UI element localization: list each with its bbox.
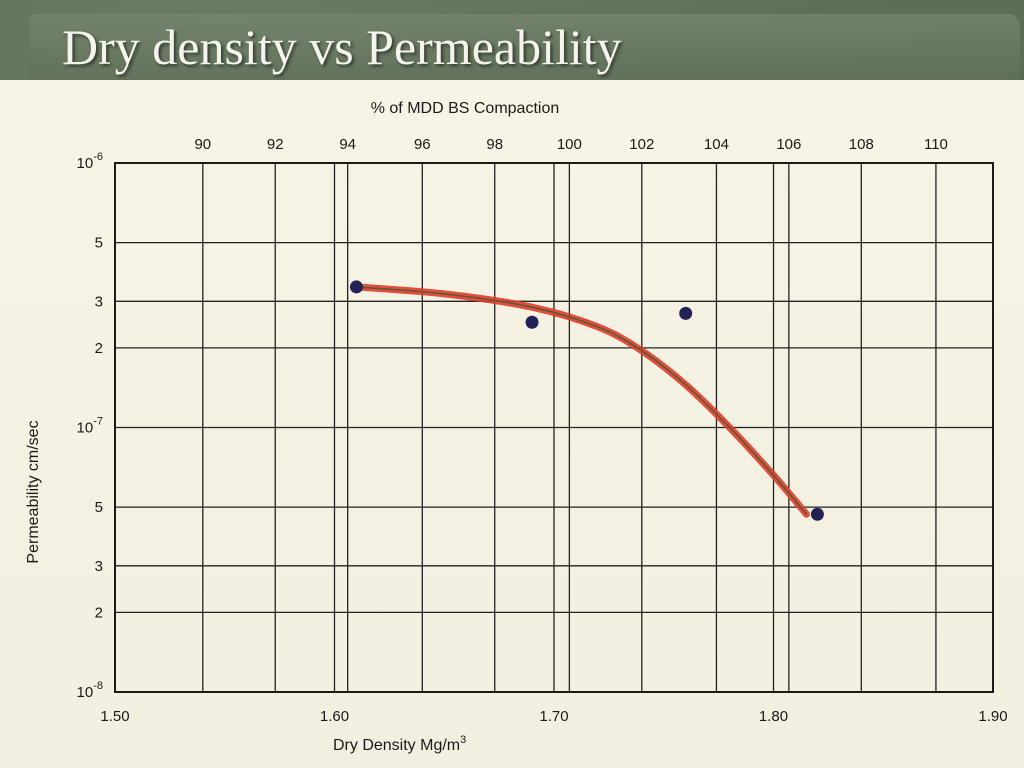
- plot-border: [114, 162, 994, 693]
- y-tick-label: 5: [95, 499, 103, 516]
- x-tick-label: 1.60: [320, 708, 349, 725]
- top-tick-label: 90: [194, 136, 211, 153]
- y-tick-exponent: -8: [93, 680, 103, 692]
- y-tick-mantissa: 5: [95, 499, 103, 516]
- y-tick-label: 3: [95, 558, 103, 575]
- y-tick-label: 2: [95, 340, 103, 357]
- top-tick-label: 106: [776, 136, 801, 153]
- y-tick-label: 3: [95, 293, 103, 310]
- y-tick-label: 2: [95, 604, 103, 621]
- trend-line: [355, 286, 808, 516]
- grid: [114, 162, 994, 693]
- top-tick-label: 100: [557, 136, 582, 153]
- top-tick-label: 92: [267, 136, 284, 153]
- axis-titles: % of MDD BS Compaction Dry Density Mg/m3…: [25, 100, 559, 754]
- top-tick-label: 96: [414, 136, 431, 153]
- y-tick-mantissa: 10: [77, 420, 94, 437]
- x-tick-label: 1.50: [100, 708, 129, 725]
- top-axis-title: % of MDD BS Compaction: [371, 100, 560, 117]
- chart-paper: 1.50 1.60 1.70 1.80 1.90 90 92 94 96 98 100 102 104 1…: [0, 80, 1024, 768]
- x-tick-label: 1.80: [759, 708, 788, 725]
- y-tick-mantissa: 3: [95, 293, 103, 310]
- y-tick-mantissa: 2: [95, 340, 103, 357]
- y-axis-title: Permeability cm/sec: [25, 420, 42, 563]
- x-axis-title-superscript: 3: [460, 734, 466, 746]
- title-band: [30, 14, 1020, 84]
- top-tick-label: 104: [704, 136, 729, 153]
- data-points: [349, 280, 824, 521]
- data-point: [810, 507, 824, 521]
- x-tick-label: 1.70: [539, 708, 568, 725]
- y-tick-mantissa: 2: [95, 604, 103, 621]
- top-tick-label: 94: [339, 136, 356, 153]
- y-tick-label: 5: [95, 235, 103, 252]
- slide-title: Dry density vs Permeability: [62, 19, 622, 75]
- plot-frame: [114, 162, 994, 693]
- data-point: [349, 280, 363, 294]
- top-tick-label: 110: [924, 136, 948, 153]
- top-tick-label: 98: [486, 136, 503, 153]
- x-axis-title: Dry Density Mg/m3: [333, 734, 466, 754]
- x-axis-title-text: Dry Density Mg/m: [333, 737, 460, 754]
- y-tick-mantissa: 3: [95, 558, 103, 575]
- top-tick-label: 108: [849, 136, 874, 153]
- y-tick-mantissa: 5: [95, 235, 103, 252]
- x-tick-label: 1.90: [978, 708, 1007, 725]
- y-tick-mantissa: 10: [77, 684, 94, 701]
- y-tick-exponent: -7: [93, 416, 103, 428]
- y-tick-label: 10-7: [77, 416, 103, 437]
- y-tick-exponent: -6: [93, 151, 103, 163]
- data-point: [525, 315, 539, 329]
- trend-curve: [352, 283, 810, 518]
- top-tick-label: 102: [629, 136, 654, 153]
- data-point: [679, 306, 693, 320]
- y-tick-label: 10-8: [77, 680, 103, 701]
- y-tick-mantissa: 10: [77, 155, 94, 172]
- y-tick-label: 10-6: [77, 151, 103, 172]
